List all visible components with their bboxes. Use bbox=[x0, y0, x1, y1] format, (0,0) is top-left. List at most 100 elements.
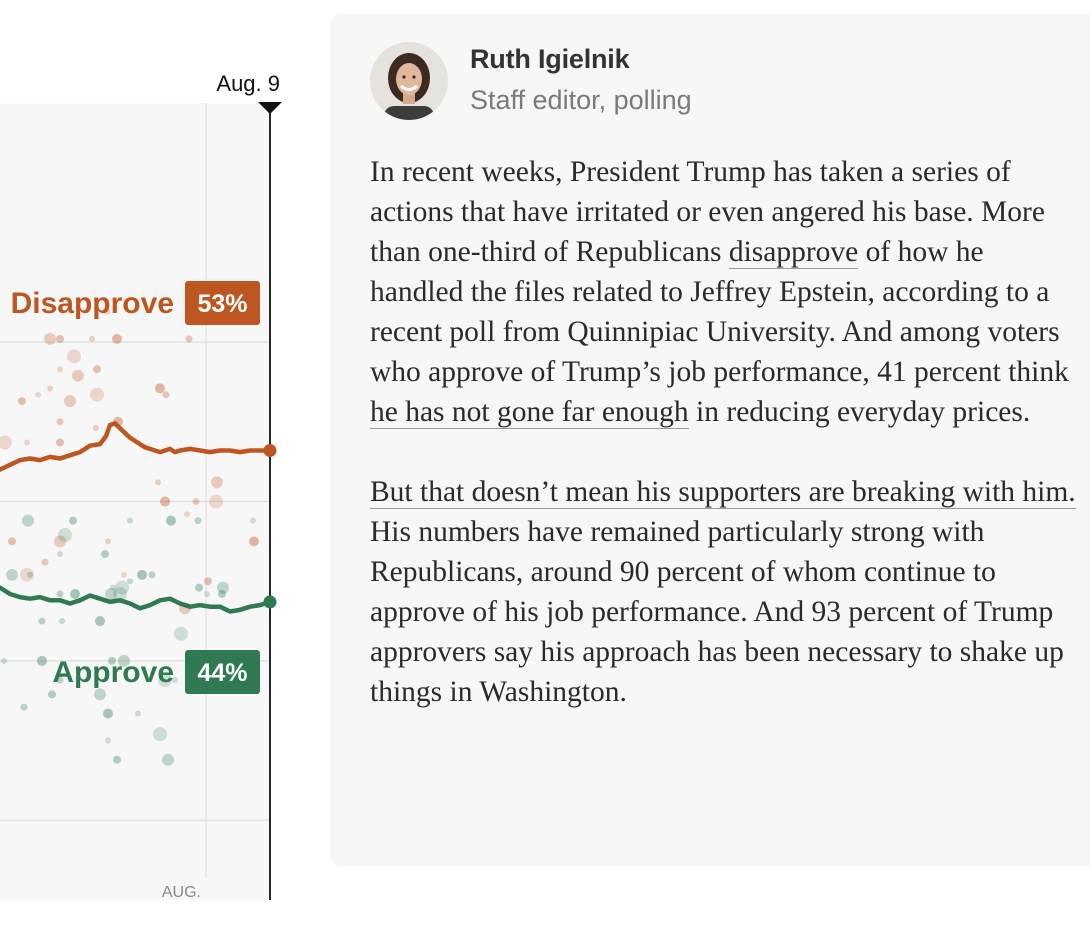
approve-poll-dot-42 bbox=[105, 737, 111, 744]
author-role: Staff editor, polling bbox=[470, 85, 692, 115]
approve-poll-dot-6 bbox=[58, 527, 72, 542]
approve-poll-dot-11 bbox=[137, 569, 147, 580]
disapprove-poll-dot-11 bbox=[155, 383, 165, 394]
supporters-link[interactable]: But that doesn’t mean his supporters are… bbox=[370, 476, 1076, 509]
approve-poll-dot-38 bbox=[135, 710, 141, 717]
approve-poll-dot-4 bbox=[166, 515, 176, 526]
approve-poll-dot-40 bbox=[20, 703, 28, 711]
author-avatar bbox=[370, 42, 448, 120]
disapprove-poll-dot-26 bbox=[192, 498, 200, 505]
approve-poll-dot-12 bbox=[148, 571, 156, 579]
approve-poll-dot-7 bbox=[57, 551, 63, 558]
approve-poll-dot-20 bbox=[113, 586, 127, 601]
p1-text-c: in reducing everyday prices. bbox=[688, 396, 1031, 428]
approve-poll-dot-14 bbox=[110, 584, 116, 591]
approve-poll-dot-22 bbox=[218, 589, 226, 598]
disapprove-poll-dot-20 bbox=[0, 435, 12, 450]
disapprove-line bbox=[0, 421, 273, 472]
approve-poll-dot-5 bbox=[194, 517, 202, 525]
approve-poll-dot-27 bbox=[174, 626, 188, 641]
disapprove-value-label: 53% bbox=[197, 290, 247, 318]
disapprove-poll-dot-4 bbox=[112, 333, 122, 344]
disapprove-poll-dot-8 bbox=[93, 365, 101, 374]
disapprove-poll-dot-29 bbox=[8, 537, 16, 546]
p1-text-b: of how he handled the files related to J… bbox=[370, 236, 1069, 388]
disapprove-poll-dot-9 bbox=[72, 369, 84, 382]
paragraph-1: In recent weeks, President Trump has tak… bbox=[370, 152, 1080, 432]
approve-line bbox=[0, 585, 273, 614]
disapprove-poll-dot-34 bbox=[20, 567, 34, 582]
approve-poll-dot-17 bbox=[127, 578, 133, 585]
approve-poll-dot-44 bbox=[162, 753, 174, 766]
approve-poll-dot-32 bbox=[37, 655, 47, 666]
approve-poll-dot-30 bbox=[118, 654, 130, 667]
approve-poll-dot-16 bbox=[217, 581, 229, 594]
disapprove-poll-dot-16 bbox=[64, 395, 76, 408]
approve-poll-dot-29 bbox=[108, 656, 116, 665]
disapprove-poll-dot-3 bbox=[89, 335, 95, 342]
approve-poll-dot-37 bbox=[94, 688, 106, 701]
disapprove-poll-dot-13 bbox=[90, 387, 104, 402]
disapprove-poll-dot-32 bbox=[249, 536, 259, 547]
disapprove-poll-dot-1 bbox=[56, 334, 64, 343]
approve-poll-dot-41 bbox=[153, 727, 167, 742]
disapprove-poll-dot-17 bbox=[93, 425, 99, 432]
approve-poll-dot-39 bbox=[103, 708, 113, 719]
approve-poll-dot-35 bbox=[172, 677, 178, 684]
approve-poll-dot-2 bbox=[22, 514, 34, 527]
disapprove-poll-dot-23 bbox=[211, 476, 223, 489]
current-date-marker bbox=[258, 102, 282, 114]
x-tick-label: AUG. bbox=[162, 884, 201, 901]
author-portrait-icon bbox=[370, 42, 448, 120]
disapprove-poll-dot-7 bbox=[57, 366, 63, 373]
approve-series-label: Approve bbox=[52, 656, 174, 689]
p2-text-a: His numbers have remained particularly s… bbox=[370, 516, 1064, 708]
approve-end-point bbox=[263, 595, 277, 609]
approve-poll-dot-15 bbox=[195, 583, 203, 592]
disapprove-poll-dot-2 bbox=[44, 332, 56, 345]
disapprove-poll-dot-36 bbox=[204, 577, 212, 586]
disapprove-poll-dot-10 bbox=[47, 385, 53, 392]
disapprove-poll-dot-0 bbox=[105, 308, 111, 315]
p1-text-a: In recent weeks, President Trump has tak… bbox=[370, 156, 1045, 268]
approve-value-label: 44% bbox=[197, 659, 247, 687]
approve-poll-dot-8 bbox=[101, 550, 109, 559]
approve-poll-dot-21 bbox=[204, 590, 210, 597]
disapprove-poll-dot-31 bbox=[105, 538, 111, 545]
disapprove-end-point bbox=[263, 443, 277, 457]
approve-poll-dot-26 bbox=[38, 617, 46, 625]
approve-poll-dot-43 bbox=[113, 755, 121, 764]
approve-poll-dot-0 bbox=[250, 517, 256, 524]
approve-poll-dot-28 bbox=[1, 657, 7, 664]
chart-canvas: Aug. 9 AUG. Disapprove 53% Approve 44% bbox=[0, 71, 282, 901]
disapprove-poll-dot-6 bbox=[67, 349, 81, 364]
disapprove-series-label: Disapprove bbox=[11, 287, 174, 320]
approve-poll-dot-25 bbox=[95, 616, 105, 627]
approve-poll-dot-34 bbox=[158, 673, 172, 688]
approve-poll-dot-18 bbox=[70, 588, 80, 599]
paragraph-2: But that doesn’t mean his supporters are… bbox=[370, 472, 1080, 712]
approve-poll-dot-3 bbox=[127, 517, 133, 524]
disapprove-poll-dot-30 bbox=[54, 535, 66, 548]
end-date-label: Aug. 9 bbox=[216, 71, 280, 96]
disapprove-poll-dot-15 bbox=[18, 397, 26, 406]
disapprove-poll-dot-24 bbox=[155, 479, 161, 486]
approve-poll-dot-33 bbox=[56, 676, 64, 684]
approve-poll-dot-13 bbox=[115, 580, 129, 595]
disapprove-poll-dot-5 bbox=[185, 335, 193, 343]
disapprove-link[interactable]: disapprove bbox=[728, 236, 859, 269]
disapprove-poll-dot-14 bbox=[35, 391, 41, 398]
author-name: Ruth Igielnik bbox=[470, 44, 630, 74]
disapprove-poll-dot-28 bbox=[184, 511, 190, 518]
disapprove-poll-dot-19 bbox=[56, 418, 64, 426]
disapprove-poll-dot-27 bbox=[209, 494, 223, 509]
disapprove-poll-dot-35 bbox=[121, 571, 127, 578]
commentary-body: In recent weeks, President Trump has tak… bbox=[370, 152, 1080, 752]
disapprove-poll-dot-25 bbox=[160, 496, 170, 507]
disapprove-value-badge bbox=[185, 281, 260, 325]
approve-poll-dot-36 bbox=[48, 690, 56, 699]
approval-chart: Aug. 9 AUG. Disapprove 53% Approve 44% bbox=[0, 0, 300, 932]
disapprove-poll-dot-12 bbox=[162, 391, 170, 399]
approve-value-badge bbox=[185, 650, 260, 694]
not-far-enough-link[interactable]: he has not gone far enough bbox=[370, 396, 689, 429]
